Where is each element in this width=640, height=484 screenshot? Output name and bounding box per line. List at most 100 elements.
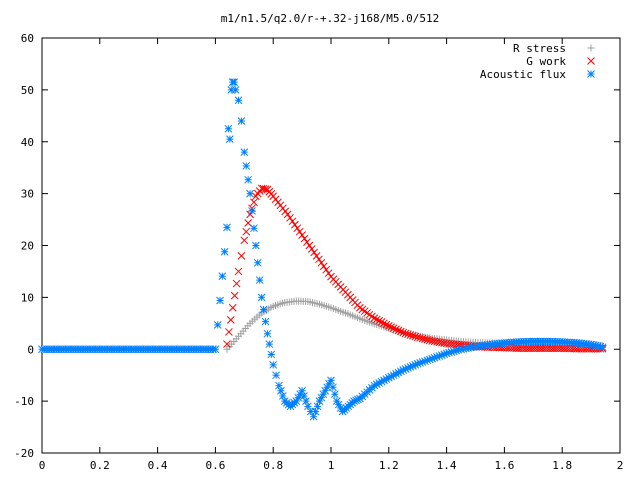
legend-label: Acoustic flux	[480, 68, 566, 81]
data-point	[242, 227, 251, 236]
data-point	[330, 390, 339, 399]
data-point	[325, 379, 333, 388]
data-point	[322, 265, 331, 274]
data-point	[213, 321, 222, 329]
data-point	[272, 371, 280, 380]
data-point	[324, 269, 333, 278]
data-point	[401, 365, 410, 373]
data-point	[248, 207, 256, 215]
data-point	[230, 291, 239, 300]
data-point	[418, 358, 427, 366]
data-point	[372, 380, 381, 389]
data-point	[232, 279, 241, 288]
data-point	[296, 390, 305, 399]
data-point	[228, 303, 237, 312]
data-point	[435, 338, 444, 347]
data-point	[257, 293, 266, 302]
data-point	[292, 397, 301, 405]
data-point	[352, 396, 360, 405]
data-point	[259, 305, 268, 314]
data-point	[392, 325, 400, 334]
data-point	[382, 320, 391, 329]
data-point	[234, 267, 243, 276]
data-point	[283, 210, 292, 219]
data-point	[428, 337, 437, 345]
data-point	[220, 247, 229, 256]
data-point	[244, 175, 253, 184]
y-tick-label: -10	[14, 395, 34, 408]
data-point	[265, 340, 274, 348]
data-point	[370, 314, 379, 322]
data-point	[445, 348, 453, 357]
data-point	[435, 352, 444, 360]
data-point	[261, 185, 270, 193]
data-point	[413, 359, 422, 368]
data-point	[394, 326, 403, 335]
data-point	[336, 404, 345, 412]
data-point	[225, 328, 233, 336]
data-point	[305, 241, 314, 250]
data-point	[323, 383, 332, 392]
data-point	[411, 360, 420, 369]
data-point	[396, 327, 405, 336]
data-point	[237, 117, 246, 125]
data-point	[413, 333, 422, 342]
data-point	[315, 255, 323, 264]
data-point	[425, 355, 434, 364]
data-point	[242, 162, 251, 170]
legend-label: R stress	[513, 42, 566, 55]
data-point	[319, 390, 328, 399]
x-tick-label: 0.2	[90, 459, 110, 472]
data-point	[380, 376, 388, 385]
data-point	[591, 341, 600, 350]
data-point	[416, 359, 424, 367]
data-point	[598, 343, 607, 352]
data-point	[409, 331, 417, 340]
y-tick-label: 0	[27, 343, 34, 356]
data-point	[433, 337, 441, 346]
data-point	[315, 397, 324, 405]
data-point	[409, 361, 417, 370]
data-point	[430, 353, 439, 362]
data-point	[252, 241, 260, 250]
data-point	[375, 379, 384, 387]
data-point	[421, 357, 429, 366]
data-point	[387, 372, 396, 381]
data-point	[227, 86, 236, 94]
data-point	[246, 189, 254, 198]
data-point	[370, 381, 379, 390]
data-point	[334, 400, 343, 409]
y-tick-label: 60	[21, 32, 34, 45]
data-point	[411, 332, 420, 341]
data-point	[218, 272, 227, 280]
data-point	[423, 356, 432, 365]
data-point	[377, 377, 386, 386]
x-tick-label: 0.6	[205, 459, 225, 472]
data-point	[447, 348, 456, 356]
data-point	[295, 227, 304, 236]
data-point	[596, 342, 605, 351]
data-point	[250, 198, 258, 207]
data-point	[293, 224, 302, 233]
data-point	[309, 412, 318, 421]
legend-marker	[587, 44, 595, 52]
series-1	[223, 184, 607, 353]
data-point	[404, 330, 412, 339]
data-point	[317, 258, 326, 267]
data-point	[404, 364, 412, 372]
data-point	[261, 317, 270, 326]
data-point	[303, 238, 311, 246]
data-point	[384, 373, 393, 382]
data-point	[288, 217, 297, 226]
data-point	[223, 223, 231, 232]
data-point	[423, 335, 432, 344]
data-point	[399, 328, 408, 337]
axes-layer: 0 0.2 0.4 0.6 0.8 1 1.2 1.4 1.6 1.8 2 -20 -10 0 10 20 30…	[14, 32, 623, 472]
data-point	[291, 220, 299, 229]
legend-marker	[587, 70, 595, 78]
y-tick-label: 20	[21, 240, 34, 253]
data-point	[230, 78, 239, 86]
data-point	[377, 318, 386, 326]
